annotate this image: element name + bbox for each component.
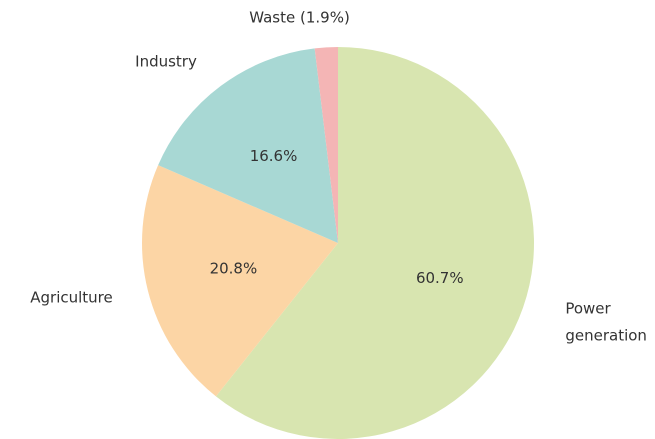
label-line: generation	[565, 326, 647, 344]
pie-slice	[158, 48, 338, 244]
value-label: (1.9%)	[300, 8, 350, 26]
label-line: Power	[565, 299, 611, 317]
value-label: 60.7%	[416, 269, 464, 287]
slice-label: Waste (1.9%)	[249, 8, 350, 26]
pie-slice	[215, 47, 534, 439]
category-label: Power generation	[565, 299, 647, 344]
category-label: Waste	[249, 8, 295, 26]
value-label: 20.8%	[210, 260, 258, 278]
pie-slice	[314, 47, 338, 243]
value-label: 16.6%	[250, 147, 298, 165]
pie-slice	[141, 165, 338, 397]
category-label: Agriculture	[30, 288, 113, 306]
category-label: Industry	[135, 52, 197, 70]
